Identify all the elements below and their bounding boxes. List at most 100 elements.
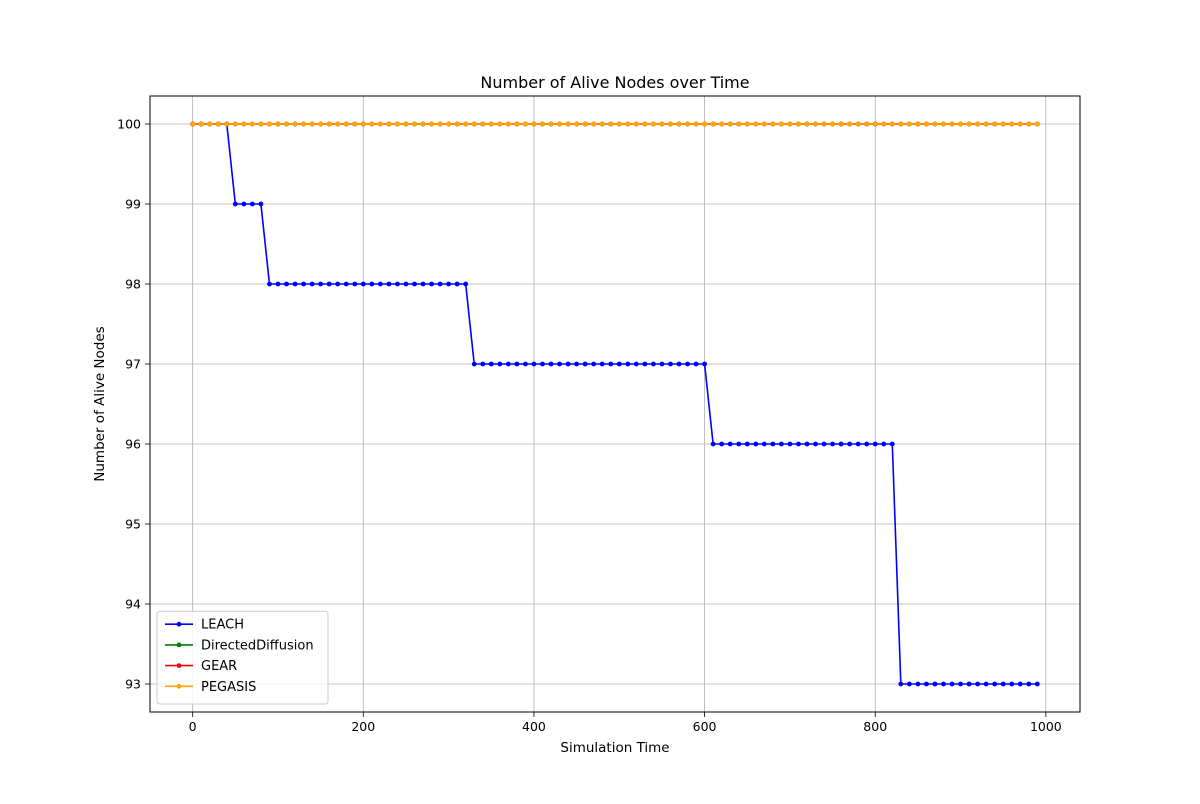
data-point [813, 121, 818, 127]
legend-marker [176, 621, 182, 627]
data-point [1017, 121, 1023, 127]
data-point [924, 121, 929, 127]
data-point [403, 281, 409, 287]
data-point [591, 361, 597, 367]
data-point [633, 361, 639, 367]
data-point [668, 121, 673, 127]
data-point [702, 121, 707, 127]
data-point [591, 121, 597, 127]
data-point [744, 441, 750, 447]
y-tick-label: 98 [125, 277, 141, 292]
plot-frame [149, 95, 1081, 713]
legend-item: GEAR [165, 659, 237, 674]
data-point [983, 121, 989, 127]
data-point [437, 281, 443, 287]
data-point [761, 121, 767, 127]
data-point [1034, 681, 1040, 687]
data-point [360, 281, 366, 287]
x-tick-label: 1000 [1030, 719, 1062, 734]
data-point [284, 281, 289, 287]
data-point [267, 281, 272, 287]
data-point [847, 441, 853, 447]
x-tick-label: 400 [522, 719, 546, 734]
legend-label: GEAR [201, 659, 237, 674]
legend-label: DirectedDiffusion [201, 638, 314, 653]
data-point [872, 441, 878, 447]
data-point [1000, 681, 1006, 687]
legend-item: DirectedDiffusion [165, 638, 314, 653]
data-point [207, 121, 213, 127]
y-tick-label: 95 [125, 517, 141, 532]
data-point [958, 681, 963, 687]
data-point [753, 441, 759, 447]
data-point [924, 681, 929, 687]
data-point [915, 121, 921, 127]
data-point [941, 121, 946, 127]
data-point [292, 121, 298, 127]
data-point [232, 201, 238, 207]
data-point [838, 121, 844, 127]
data-point [241, 121, 247, 127]
data-point [685, 361, 690, 367]
y-tick-label: 99 [125, 197, 141, 212]
data-point [915, 681, 921, 687]
data-point [650, 121, 656, 127]
data-point [864, 121, 870, 127]
data-point [821, 441, 827, 447]
data-point [770, 121, 776, 127]
data-point [668, 361, 673, 367]
data-point [523, 121, 528, 127]
data-point [941, 681, 946, 687]
data-point [813, 441, 818, 447]
data-point [650, 361, 656, 367]
data-point [770, 441, 776, 447]
data-point [608, 361, 614, 367]
data-point [275, 121, 281, 127]
data-point [301, 281, 306, 287]
y-tick-label: 96 [125, 437, 141, 452]
data-point [301, 121, 306, 127]
data-point [335, 281, 341, 287]
data-point [514, 361, 520, 367]
data-point [386, 281, 392, 287]
data-point [480, 361, 486, 367]
data-point [975, 681, 981, 687]
data-point [497, 361, 503, 367]
series-line [192, 123, 1038, 685]
data-point [420, 281, 426, 287]
data-point [548, 121, 554, 127]
data-point [796, 441, 801, 447]
data-point [309, 121, 315, 127]
data-point [471, 121, 477, 127]
data-point [932, 681, 938, 687]
data-point [309, 281, 315, 287]
data-point [830, 121, 835, 127]
legend-marker [176, 663, 182, 668]
legend-item: LEACH [165, 618, 244, 633]
data-point [642, 361, 648, 367]
data-point [753, 121, 759, 127]
data-point [335, 121, 341, 127]
data-point [471, 361, 477, 367]
data-point [616, 361, 622, 367]
data-point [719, 441, 725, 447]
data-point [582, 121, 588, 127]
data-point [540, 121, 545, 127]
data-point [633, 121, 639, 127]
x-tick-label: 800 [863, 719, 887, 734]
data-point [1009, 121, 1015, 127]
data-point [872, 121, 878, 127]
data-point [412, 281, 417, 287]
data-point [1000, 121, 1006, 127]
data-point [463, 121, 469, 127]
legend-marker [176, 642, 182, 648]
data-point [778, 441, 784, 447]
data-point [198, 121, 204, 127]
data-point [778, 121, 784, 127]
data-point [889, 441, 895, 447]
data-point [360, 121, 366, 127]
data-point [625, 121, 631, 127]
data-point [505, 121, 511, 127]
data-point [864, 441, 870, 447]
